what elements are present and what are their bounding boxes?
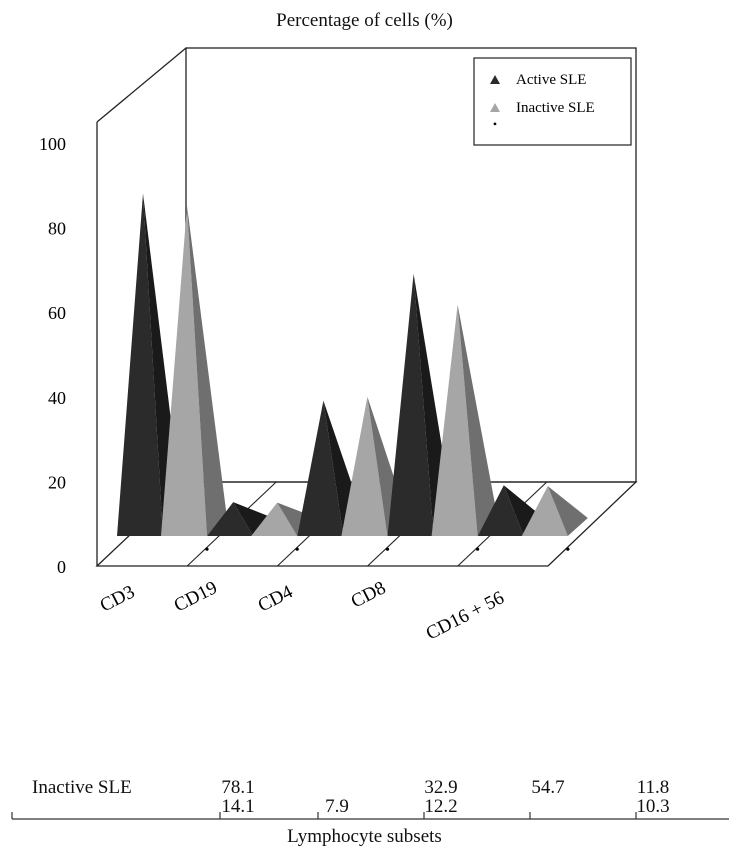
table-cell-r1-2: 32.9 [424, 777, 458, 798]
category-label-0: CD3 [97, 581, 139, 616]
legend: Active SLE Inactive SLE • [473, 57, 632, 146]
table-cell-r1-4: 11.8 [636, 777, 670, 798]
left-wall-top-edge [96, 47, 187, 123]
legend-dot-note: • [493, 117, 497, 131]
y-tick-label-3: 60 [48, 303, 66, 323]
pyramid-inactive-sle-cd8 [431, 304, 498, 536]
pyramid-inactive-sle-cd19 [251, 502, 318, 536]
legend-marker-active [490, 75, 500, 84]
y-tick-label-2: 40 [48, 388, 66, 408]
table-cell-r2-1: 7.9 [325, 796, 349, 817]
pyramid-active-sle-cd19 [207, 502, 274, 536]
y-tick-label-5: 100 [39, 134, 66, 154]
y-tick-label-0: 0 [57, 557, 66, 577]
category-label-3: CD8 [348, 577, 390, 612]
category-label-4: CD16 + 56 [423, 587, 508, 644]
table-cell-r2-4: 10.3 [636, 796, 670, 817]
category-label-2: CD4 [255, 581, 297, 616]
pyramid-inactive-sle-cd1656 [521, 486, 588, 536]
legend-label-active: Active SLE [516, 72, 586, 88]
y-tick-label-4: 80 [48, 219, 66, 239]
chart-3d-pyramid: 0 20 40 60 80 100 • • • • • CD3 CD19 CD4 CD8 CD16 + 5… [39, 47, 638, 644]
legend-label-inactive: Inactive SLE [516, 100, 595, 116]
y-tick-label-1: 20 [48, 472, 66, 492]
chart-title: Percentage of cells (%) [276, 10, 453, 31]
significance-dot-3: • [475, 543, 480, 558]
pyramid-inactive-sle-cd3 [161, 205, 227, 536]
significance-dot-0: • [205, 543, 210, 558]
table-cell-r2-0: 14.1 [221, 796, 255, 817]
significance-dot-2: • [385, 543, 390, 558]
legend-box [473, 57, 632, 146]
table-row-label: Inactive SLE [32, 777, 132, 798]
category-label-1: CD19 [171, 577, 221, 616]
table-cell-r1-3: 54.7 [531, 777, 565, 798]
table-cell-r2-2: 12.2 [424, 796, 458, 817]
significance-dot-1: • [295, 543, 300, 558]
significance-dot-4: • [565, 543, 570, 558]
x-axis-label: Lymphocyte subsets [287, 826, 442, 847]
table-cell-r1-0: 78.1 [221, 777, 255, 798]
legend-marker-inactive [490, 103, 500, 112]
